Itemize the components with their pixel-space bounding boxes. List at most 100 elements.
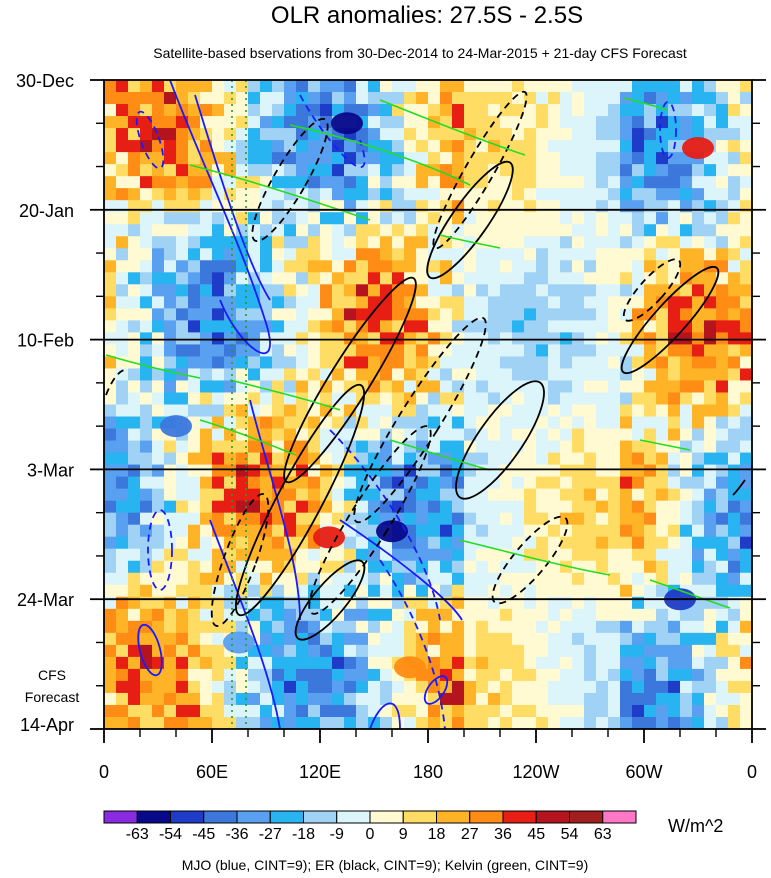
heatmap-cell	[116, 344, 129, 358]
heatmap-cell	[104, 440, 117, 454]
heatmap-cell	[284, 704, 297, 718]
heatmap-cell	[560, 404, 573, 418]
heatmap-cell	[692, 80, 705, 93]
heatmap-cell	[512, 272, 525, 285]
heatmap-cell	[452, 272, 465, 285]
heatmap-cell	[404, 308, 417, 321]
heatmap-cell	[680, 428, 693, 442]
heatmap-cell	[704, 368, 717, 382]
heatmap-cell	[476, 152, 489, 165]
heatmap-cell	[740, 176, 752, 189]
heatmap-cell	[164, 128, 177, 141]
heatmap-cell	[272, 560, 285, 574]
heatmap-cell	[104, 512, 117, 526]
heatmap-cell	[632, 140, 645, 153]
heatmap-cell	[260, 212, 273, 225]
heatmap-cell	[548, 272, 561, 285]
heatmap-cell	[260, 608, 273, 622]
heatmap-cell	[368, 224, 381, 237]
heatmap-cell	[296, 380, 309, 394]
heatmap-cell	[368, 404, 381, 418]
mjo-contour	[369, 702, 401, 729]
colorbar-level-label: -45	[192, 826, 215, 843]
heatmap-cell	[512, 440, 525, 454]
colorbar-units: W/m^2	[668, 816, 723, 836]
heatmap-cell	[356, 716, 369, 729]
heatmap-cell	[284, 608, 297, 622]
heatmap-cell	[644, 296, 657, 309]
heatmap-cell	[692, 428, 705, 442]
heatmap-cell	[236, 284, 249, 297]
heatmap-cell	[620, 548, 633, 562]
heatmap-cell	[632, 668, 645, 682]
heatmap-cell	[428, 308, 441, 321]
heatmap-cell	[632, 632, 645, 646]
heatmap-cell	[176, 452, 189, 466]
heatmap-cell	[344, 152, 357, 165]
heatmap-cell	[392, 92, 405, 105]
heatmap-cell	[560, 212, 573, 225]
heatmap-cell	[692, 260, 705, 273]
heatmap-cell	[476, 512, 489, 526]
heatmap-cell	[128, 176, 141, 189]
heatmap-cell	[344, 284, 357, 297]
heatmap-cell	[116, 128, 129, 141]
heatmap-cell	[212, 140, 225, 153]
heatmap-cell	[464, 512, 477, 526]
heatmap-cell	[284, 236, 297, 249]
heatmap-cell	[416, 176, 429, 189]
heatmap-cell	[656, 152, 669, 165]
heatmap-cell	[560, 176, 573, 189]
heatmap-cell	[152, 104, 165, 117]
heatmap-cell	[428, 572, 441, 586]
heatmap-cell	[512, 284, 525, 297]
heatmap-cell	[116, 464, 129, 478]
heatmap-cell	[572, 716, 585, 729]
heatmap-cell	[404, 80, 417, 93]
heatmap-cell	[260, 584, 273, 598]
kelvin-contour	[649, 579, 731, 609]
heatmap-cell	[200, 272, 213, 285]
heatmap-cell	[224, 140, 237, 153]
heatmap-cell	[608, 680, 621, 694]
heatmap-cell	[404, 692, 417, 706]
heatmap-cell	[128, 380, 141, 394]
heatmap-cell	[320, 320, 333, 333]
heatmap-cell	[380, 704, 393, 718]
heatmap-cell	[260, 560, 273, 574]
heatmap-cell	[524, 80, 537, 93]
heatmap-cell	[392, 632, 405, 646]
heatmap-cell	[380, 368, 393, 382]
heatmap-cell	[188, 476, 201, 490]
heatmap-cell	[704, 224, 717, 237]
heatmap-cell	[728, 320, 741, 333]
heatmap-cell	[500, 116, 513, 129]
heatmap-cell	[596, 524, 609, 538]
heatmap-cell	[632, 404, 645, 418]
heatmap-cell	[464, 80, 477, 93]
heatmap-cell	[308, 164, 321, 177]
heatmap-cell	[248, 368, 261, 382]
heatmap-cell	[656, 200, 669, 213]
heatmap-cell	[524, 620, 537, 634]
heatmap-cell	[692, 392, 705, 406]
heatmap-cell	[668, 224, 681, 237]
heatmap-cell	[164, 320, 177, 333]
heatmap-cell	[644, 380, 657, 394]
heatmap-cell	[152, 260, 165, 273]
heatmap-cell	[212, 248, 225, 261]
heatmap-cell	[188, 80, 201, 93]
heatmap-cell	[116, 296, 129, 309]
heatmap-cell	[200, 452, 213, 466]
heatmap-cell	[500, 404, 513, 418]
heatmap-cell	[476, 260, 489, 273]
heatmap-cell	[248, 236, 261, 249]
colorbar-swatch	[436, 810, 471, 824]
heatmap-cell	[164, 404, 177, 418]
plot-area: 0 60E 120E 180 120W 60W 0 30-Dec20-Jan10-Feb3-…	[16, 71, 766, 782]
heatmap-cell	[548, 92, 561, 105]
heatmap-cell	[104, 140, 117, 153]
heatmap-cell	[176, 404, 189, 418]
heatmap-cell	[368, 356, 381, 370]
heatmap-cell	[200, 680, 213, 694]
